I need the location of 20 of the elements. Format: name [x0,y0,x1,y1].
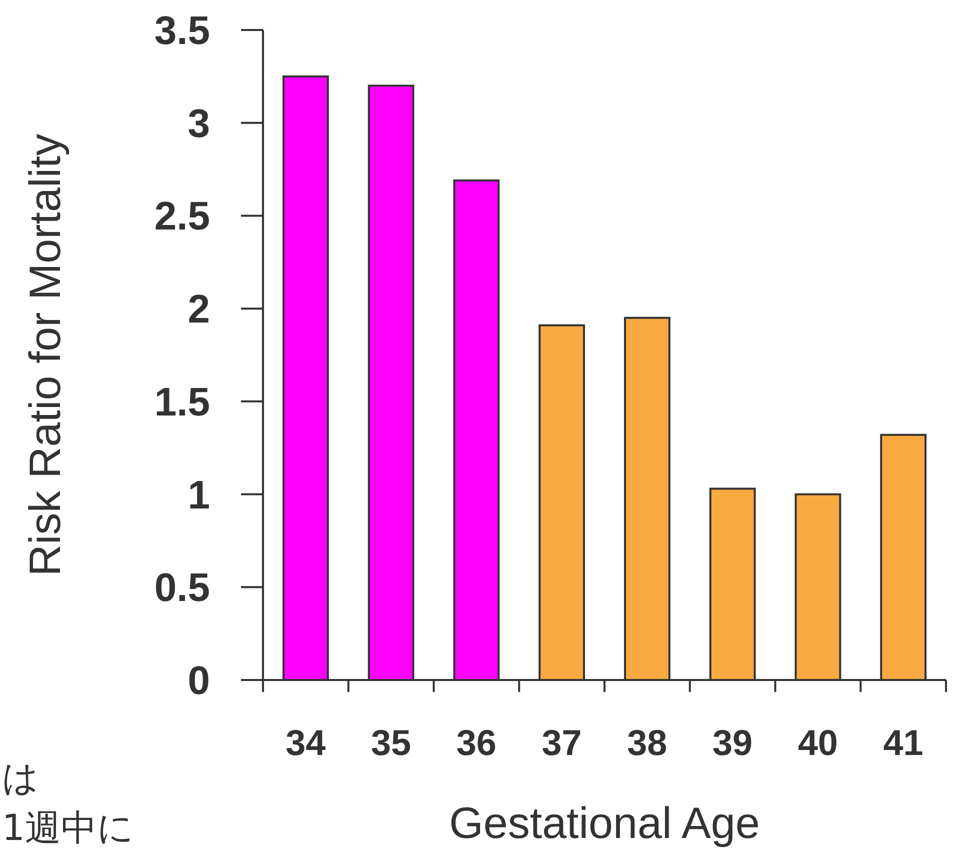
x-tick-label: 40 [798,722,838,763]
y-tick-label: 0 [188,659,210,703]
x-axis-title: Gestational Age [449,799,760,848]
y-tick-label: 2.5 [154,194,210,239]
x-tick-label: 35 [371,722,412,763]
text: 1週中に [2,808,134,848]
x-tick-label: 41 [883,722,924,763]
y-tick-label: 0.5 [154,566,210,610]
x-tick-label: 37 [542,722,582,763]
y-tick-label: 3.5 [154,9,210,53]
x-tick-label: 38 [627,722,668,763]
y-tick-label: 1 [188,473,210,518]
y-axis-title: Risk Ratio for Mortality [21,134,70,576]
y-tick-label: 1.5 [154,380,210,424]
y-tick-label: 3 [188,102,210,146]
x-tick-label: 36 [456,722,496,763]
x-tick-label: 39 [712,722,753,763]
text: は [2,758,39,799]
y-tick-label: 2 [188,288,210,332]
x-tick-label: 34 [286,722,326,763]
